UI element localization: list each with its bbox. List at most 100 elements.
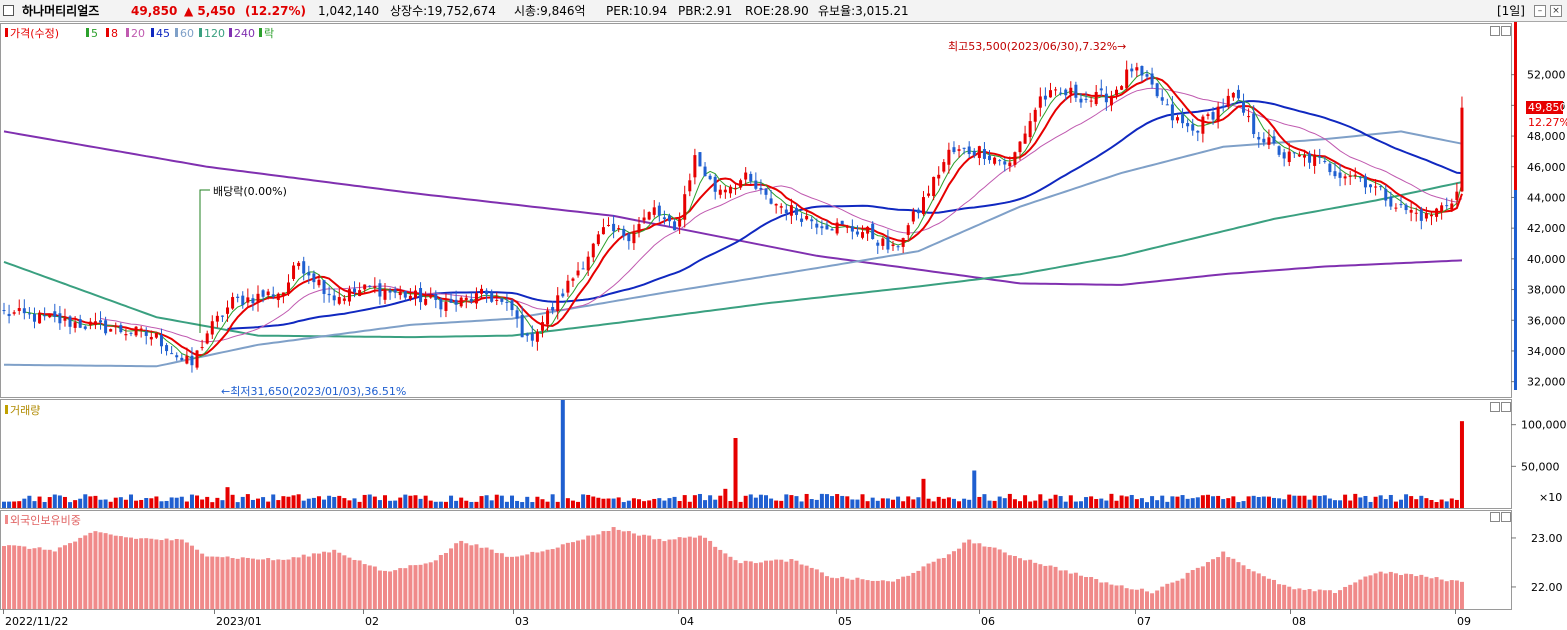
period-selector[interactable]: [1일] [1496, 4, 1525, 18]
candle-body [1353, 174, 1357, 176]
volume-bar [845, 496, 850, 508]
volume-bar [637, 499, 641, 508]
candle-body [88, 321, 92, 326]
foreign-ratio-bar [545, 549, 550, 609]
volume-bar [418, 498, 423, 508]
foreign-ratio-bar [1282, 584, 1287, 609]
foreign-ratio-bar [916, 570, 921, 609]
foreign-ratio-bar [149, 538, 154, 609]
candle-body [551, 307, 555, 311]
volume-bar [32, 501, 37, 508]
volume-bar [697, 493, 702, 508]
volume-bar [738, 501, 743, 508]
volume-bar [550, 494, 555, 508]
foreign-ratio-bar [931, 561, 936, 609]
candle-body [515, 310, 519, 319]
candle-body [820, 226, 824, 229]
candle-body [535, 331, 539, 342]
legend-ma45[interactable]: 45 [156, 27, 170, 40]
candle-body [1130, 68, 1134, 72]
candle-body [398, 291, 402, 296]
volume-bar [799, 501, 804, 508]
candle-body [1231, 92, 1235, 98]
candle-body [1115, 89, 1119, 96]
foreign-ratio-bar [1114, 585, 1119, 609]
candle-body [393, 289, 397, 293]
volume-bar [510, 495, 514, 508]
foreign-ratio-bar [1449, 580, 1454, 609]
candle-body [38, 312, 42, 324]
volume-bar [281, 496, 286, 508]
volume-bar [570, 500, 575, 508]
foreign-ratio-bar [733, 560, 738, 609]
volume-bar [1277, 498, 1282, 508]
candle-body [982, 149, 986, 159]
minimize-icon[interactable]: – [1534, 5, 1546, 17]
candle-body [1079, 98, 1083, 103]
stock-name[interactable]: 하나머티리얼즈 [22, 4, 100, 18]
date-tick-label: 06 [981, 615, 995, 628]
foreign-ratio-bar [1012, 555, 1017, 609]
volume-bar [362, 494, 367, 508]
legend-price[interactable]: 가격(수정) [10, 27, 59, 40]
candle-body [556, 295, 560, 312]
foreign-ratio-bar [515, 556, 520, 609]
legend-ma120[interactable]: 120 [204, 27, 225, 40]
candle-body [1419, 209, 1423, 221]
candle-body [1033, 109, 1037, 122]
foreign-ratio-bar [210, 556, 215, 609]
candle-body [612, 223, 616, 232]
foreign-ratio-bar [972, 543, 977, 609]
volume-bar [576, 501, 581, 508]
foreign-ratio-bar [809, 567, 814, 609]
foreign-ratio-bar [154, 539, 159, 609]
close-icon[interactable]: × [1550, 5, 1562, 17]
legend-foreign[interactable]: 외국인보유비중 [10, 514, 81, 527]
foreign-ratio-bar [200, 553, 205, 609]
volume-bar [327, 495, 332, 508]
volume-panel-close-icon[interactable] [1501, 402, 1511, 412]
volume-bar [1094, 499, 1099, 508]
foreign-panel-close-icon[interactable] [1501, 512, 1511, 522]
price-panel-max-icon[interactable] [1490, 26, 1500, 36]
candle-body [1160, 97, 1164, 101]
volume-bar [210, 502, 215, 508]
volume-bar [1322, 495, 1327, 508]
legend-ex[interactable]: 락 [264, 27, 274, 40]
price-panel-close-icon[interactable] [1501, 26, 1511, 36]
foreign-ratio-bar [581, 539, 586, 609]
volume-tick-label: 50,000 [1521, 460, 1560, 473]
volume-bar [159, 501, 164, 508]
candle-body [1201, 116, 1205, 134]
foreign-ratio-bar [1221, 551, 1226, 609]
candle-body [1038, 96, 1042, 108]
legend-volume[interactable]: 거래량 [10, 404, 40, 417]
legend-ma20[interactable]: 20 [131, 27, 145, 40]
legend-ma240[interactable]: 240 [234, 27, 255, 40]
select-checkbox[interactable] [3, 5, 14, 16]
volume-bar [454, 500, 459, 508]
candle-body [840, 220, 844, 225]
volume-bar [1317, 495, 1322, 508]
foreign-panel-max-icon[interactable] [1490, 512, 1500, 522]
foreign-ratio-bar [962, 542, 967, 609]
legend-ma8[interactable]: 8 [111, 27, 118, 40]
volume-panel-max-icon[interactable] [1490, 402, 1500, 412]
candle-body [688, 180, 692, 192]
foreign-ratio-bar [433, 560, 438, 609]
foreign-ratio-bar [891, 581, 895, 609]
foreign-ratio-bar [42, 549, 47, 609]
volume-bar [240, 496, 245, 508]
candle-body [861, 232, 865, 238]
low-annotation: ←최저31,650(2023/01/03),36.51% [221, 385, 406, 398]
candle-body [337, 297, 341, 304]
legend-ma60[interactable]: 60 [180, 27, 194, 40]
candle-body [68, 316, 72, 327]
candle-body [281, 292, 285, 297]
candle-body [332, 295, 336, 301]
legend-ma5[interactable]: 5 [91, 27, 98, 40]
volume-bar [677, 501, 682, 508]
candle-body [657, 205, 661, 216]
foreign-ratio-bar [337, 552, 342, 609]
